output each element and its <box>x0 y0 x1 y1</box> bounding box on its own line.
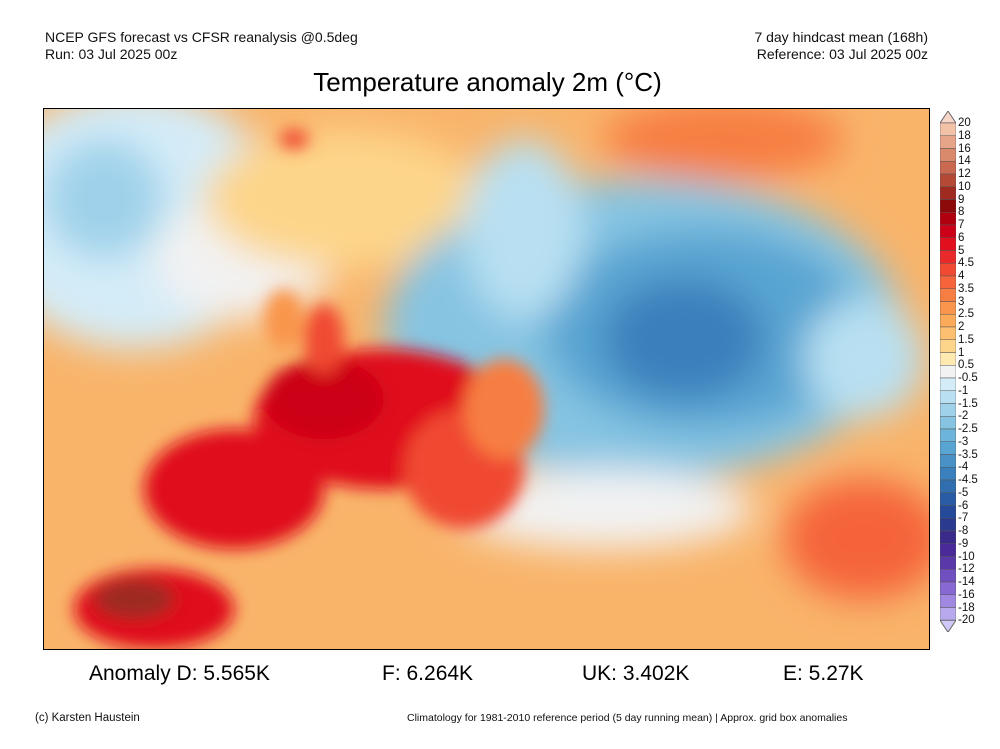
colorbar-bin <box>940 352 956 366</box>
colorbar-tick-label: -3.5 <box>958 448 978 461</box>
colorbar-bin <box>940 173 956 187</box>
colorbar-bin <box>940 224 956 238</box>
colorbar-bin <box>940 377 956 391</box>
colorbar-upper-extension <box>940 111 956 124</box>
colorbar-bin <box>940 263 956 277</box>
colorbar-tick-label: 12 <box>958 168 971 180</box>
colorbar-bin <box>940 186 956 200</box>
colorbar-bin <box>940 416 956 430</box>
colorbar-tick-label: 8 <box>958 206 965 219</box>
colorbar-bin <box>940 339 956 353</box>
colorbar-bin <box>940 518 956 532</box>
colorbar-bin <box>940 479 956 493</box>
colorbar-tick-label: 0.5 <box>958 359 974 372</box>
colorbar-swatches <box>940 111 956 633</box>
hindcast-period: 7 day hindcast mean (168h) <box>754 29 928 45</box>
header-right: 7 day hindcast mean (168h) Reference: 03… <box>754 29 928 63</box>
colorbar-bin <box>940 148 956 162</box>
colorbar-tick-label: -3 <box>958 435 969 448</box>
colorbar-bin <box>940 428 956 442</box>
colorbar-tick-label: -16 <box>958 588 975 601</box>
colorbar-tick-label: 2 <box>958 321 965 333</box>
colorbar-bin <box>940 505 956 519</box>
stat-france: F: 6.264K <box>382 662 474 685</box>
colorbar-tick-label: 20 <box>958 117 971 129</box>
footer-credit: (c) Karsten Haustein <box>35 712 140 724</box>
stat-spain: E: 5.27K <box>783 662 864 685</box>
colorbar-tick-label: 1.5 <box>958 333 974 346</box>
colorbar-tick-label: 1 <box>958 346 965 359</box>
colorbar-bin <box>940 607 956 621</box>
colorbar-tick-label: -18 <box>958 601 975 614</box>
colorbar-bin <box>940 199 956 213</box>
colorbar-tick-label: -20 <box>958 614 975 627</box>
colorbar-tick-label: -4 <box>958 461 969 474</box>
colorbar-tick-label: -2.5 <box>958 423 978 435</box>
run-time: Run: 03 Jul 2025 00z <box>45 46 178 62</box>
colorbar-tick-label: 4 <box>958 270 965 282</box>
colorbar-tick-label: 5 <box>958 244 965 257</box>
colorbar-bin <box>940 403 956 417</box>
colorbar-bin <box>940 556 956 570</box>
colorbar-tick-label: -0.5 <box>958 372 978 384</box>
colorbar-tick-label: 14 <box>958 155 971 168</box>
colorbar-bin <box>940 365 956 379</box>
colorbar-bin <box>940 543 956 557</box>
colorbar-lower-extension <box>940 619 956 633</box>
colorbar-tick-label: -7 <box>958 512 969 525</box>
colorbar-tick-label: -10 <box>958 550 975 563</box>
stat-germany: Anomaly D: 5.565K <box>89 662 270 685</box>
colorbar-bin <box>940 492 956 506</box>
colorbar-bin <box>940 569 956 583</box>
colorbar-bin <box>940 301 956 315</box>
colorbar-bin <box>940 390 956 404</box>
map-title: Temperature anomaly 2m (°C) <box>313 67 662 97</box>
colorbar-tick-label: -1.5 <box>958 397 978 410</box>
colorbar-bin <box>940 275 956 289</box>
colorbar-tick-label: 10 <box>958 180 971 193</box>
colorbar-bin <box>940 594 956 608</box>
colorbar-tick-label: -4.5 <box>958 474 978 486</box>
colorbar-tick-label: -5 <box>958 486 969 499</box>
colorbar-tick-label: -12 <box>958 563 975 576</box>
anomaly-map <box>43 108 930 650</box>
colorbar-bin <box>940 326 956 340</box>
colorbar-tick-label: -2 <box>958 410 969 423</box>
colorbar-tick-label: 3 <box>958 295 965 308</box>
colorbar-tick-label: 4.5 <box>958 257 974 270</box>
colorbar-bin <box>940 530 956 544</box>
colorbar-tick-label: -1 <box>958 384 969 397</box>
footer-note: Climatology for 1981-2010 reference peri… <box>407 712 848 724</box>
colorbar-tick-label: 7 <box>958 219 965 231</box>
colorbar-bin <box>940 250 956 264</box>
colorbar-bin <box>940 441 956 455</box>
header-left: NCEP GFS forecast vs CFSR reanalysis @0.… <box>45 29 358 63</box>
colorbar-bin <box>940 212 956 226</box>
anomaly-field <box>44 109 929 649</box>
colorbar-tick-label: -6 <box>958 499 969 512</box>
colorbar-tick-label: 18 <box>958 129 971 142</box>
colorbar-tick-label: 3.5 <box>958 282 974 295</box>
colorbar-tick-label: -9 <box>958 537 969 550</box>
colorbar-tick-label: 9 <box>958 193 965 206</box>
colorbar-tick-label: 16 <box>958 142 971 155</box>
model-description: NCEP GFS forecast vs CFSR reanalysis @0.… <box>45 29 358 45</box>
colorbar-bin <box>940 314 956 328</box>
colorbar-bin <box>940 288 956 302</box>
reference-time: Reference: 03 Jul 2025 00z <box>756 46 928 62</box>
colorbar-bin <box>940 237 956 251</box>
colorbar-tick-label: -14 <box>958 576 975 588</box>
stat-uk: UK: 3.402K <box>582 662 690 685</box>
colorbar-bin <box>940 454 956 468</box>
colorbar-bin <box>940 161 956 175</box>
colorbar-tick-label: 6 <box>958 231 965 244</box>
colorbar-tick-label: -8 <box>958 525 969 537</box>
colorbar-bin <box>940 135 956 149</box>
colorbar-tick-label: 2.5 <box>958 308 974 321</box>
colorbar-bin <box>940 122 956 136</box>
colorbar-bin <box>940 581 956 595</box>
colorbar-bin <box>940 467 956 481</box>
